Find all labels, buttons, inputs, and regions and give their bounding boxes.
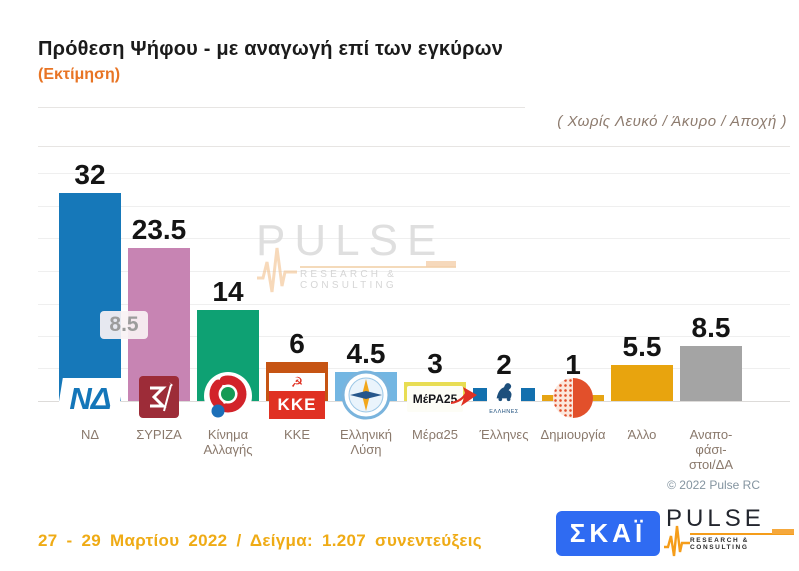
gridline	[38, 206, 790, 207]
ghost-value-label: 8.5	[100, 311, 148, 339]
value-label-mera25: 3	[427, 347, 443, 379]
category-label-syriza: ΣΥΡΙΖΑ	[136, 427, 182, 442]
value-label-syriza: 23.5	[131, 214, 187, 246]
category-label-el-lysi: Ελληνική Λύση	[339, 427, 393, 457]
pulse-waveform-icon	[257, 247, 297, 293]
category-label-kke: ΚΚΕ	[283, 427, 310, 442]
category-label-ellines: Έλληνες	[479, 427, 529, 442]
estimate-subtitle: (Εκτίμηση)	[38, 66, 121, 83]
elliniki-lysi-compass-logo	[341, 370, 391, 420]
watermark-underline	[300, 261, 456, 268]
value-label-allo: 5.5	[622, 331, 662, 363]
value-label-kke: 6	[289, 328, 305, 359]
gridline	[38, 304, 790, 305]
copyright-text: © 2022 Pulse RC	[667, 478, 760, 492]
pulse-watermark: PULSE RESEARCH & CONSULTING	[256, 216, 456, 293]
survey-info: 27 - 29 Μαρτίου 2022 / Δείγμα: 1.207 συν…	[38, 531, 482, 550]
value-label-dimiourgia: 1	[565, 349, 581, 380]
category-label-dimiourgia: Δημιουργία	[540, 427, 606, 442]
skai-logo: ΣΚΑΪ	[556, 511, 660, 556]
watermark-chip	[426, 261, 456, 267]
mera25-arrow-logo: ΜέΡΑ25	[407, 386, 477, 412]
category-label-mera25: Μέρα25	[412, 427, 458, 442]
ellines-emblem-logo: ΕΛΛΗΝΕΣ	[487, 377, 521, 419]
page-title: Πρόθεση Ψήφου - με αναγωγή επί των εγκύρ…	[38, 38, 504, 60]
value-label-nd: 32	[74, 159, 106, 190]
subheader-divider	[38, 146, 790, 147]
pulse-logo-underline	[690, 529, 794, 535]
gridline	[38, 368, 790, 369]
pulse-logo-brand: PULSE	[666, 505, 765, 532]
bar-allo	[611, 365, 673, 401]
gridline	[38, 173, 790, 174]
dimiourgia-brain-logo	[553, 378, 593, 418]
watermark-brand: PULSE	[256, 216, 446, 265]
category-label-kinal: Κίνημα Αλλαγής	[203, 427, 253, 457]
pulse-waveform-icon	[664, 525, 690, 557]
bar-anapofasistoi	[680, 345, 742, 401]
exclusion-note: ( Χωρίς Λευκό / Άκυρο / Αποχή )	[557, 113, 787, 130]
pulse-logo-tagline: RESEARCH & CONSULTING	[690, 537, 749, 551]
pulse-logo: PULSE RESEARCH & CONSULTING	[664, 505, 794, 557]
value-label-kinal: 14	[212, 276, 244, 307]
value-label-anapofasistoi: 8.5	[691, 311, 731, 343]
value-label-el-lysi: 4.5	[346, 337, 386, 369]
pulse-logo-chip	[772, 529, 794, 534]
nd-flag-logo: ΝΔ	[56, 378, 124, 420]
category-label-nd: ΝΔ	[80, 427, 100, 442]
category-label-allo: Άλλο	[627, 427, 657, 442]
kke-hammer-sickle-logo: ☭ ΚΚΕ	[269, 373, 325, 419]
kinal-rose-logo	[203, 371, 253, 421]
gridline	[38, 271, 790, 272]
gridline	[38, 238, 790, 239]
bar-nd	[59, 193, 121, 401]
value-label-ellines: 2	[496, 349, 512, 380]
watermark-tagline: RESEARCH & CONSULTING	[300, 269, 398, 291]
skai-logo-text: ΣΚΑΪ	[569, 518, 647, 548]
category-label-anapofasistoi: Αναπο-φάσι-στοι/ΔΑ	[688, 427, 734, 472]
header-divider	[38, 107, 525, 108]
gridline	[38, 336, 790, 337]
syriza-star-logo	[139, 376, 179, 418]
